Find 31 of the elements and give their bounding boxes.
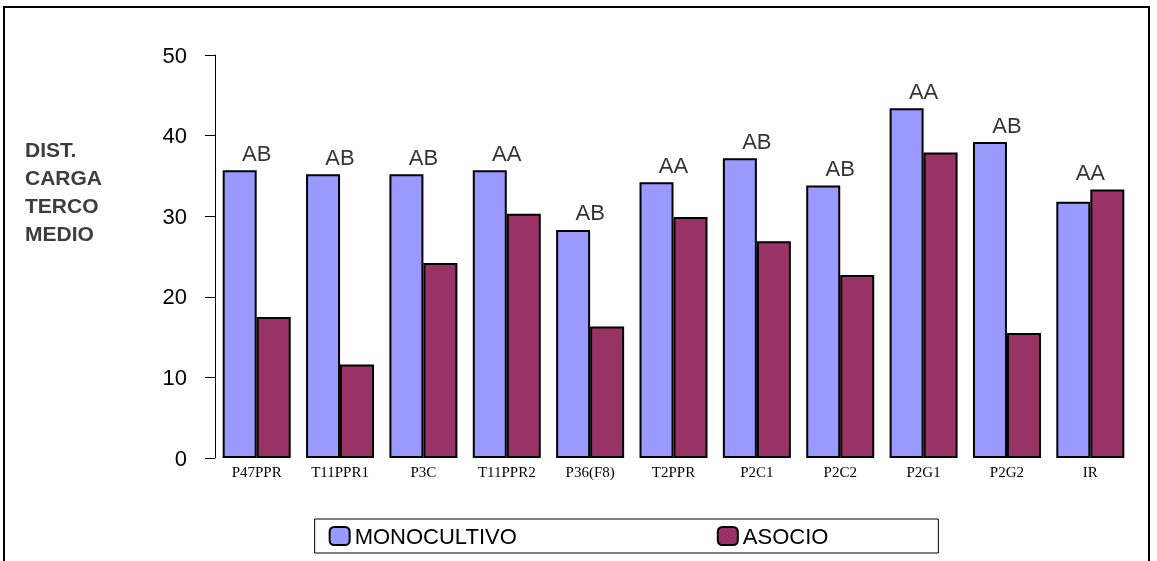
- x-tick-label: IR: [1082, 463, 1098, 480]
- annotation: AB: [575, 200, 605, 226]
- x-tick-label: T11PPR2: [477, 463, 536, 480]
- annotation: AA: [658, 152, 689, 178]
- x-tick-label: T11PPR1: [311, 463, 369, 480]
- annotation: AB: [742, 128, 772, 154]
- x-tick-label: P2C2: [823, 463, 857, 480]
- y-tick-label: 30: [162, 203, 187, 229]
- legend-label: MONOCULTIVO: [354, 523, 517, 549]
- x-tick-label: P36(F8): [565, 463, 615, 481]
- annotation: AA: [908, 78, 939, 104]
- y-tick-label: 50: [162, 42, 187, 68]
- y-tick-label: 20: [162, 284, 187, 310]
- x-tick-label: T2PPR: [651, 463, 696, 480]
- x-tick-label: P2C1: [740, 463, 774, 480]
- x-tick-label: P2G1: [906, 463, 941, 480]
- annotation: AB: [408, 144, 439, 170]
- y-tick-label: 10: [162, 364, 187, 390]
- annotation: AB: [992, 112, 1022, 138]
- x-tick-label: P3C: [410, 463, 437, 480]
- y-tick-label: 0: [174, 445, 187, 471]
- x-tick-label: P47PPR: [231, 463, 282, 480]
- annotation: AB: [242, 140, 272, 166]
- annotation: AA: [1075, 160, 1106, 186]
- annotation: AB: [825, 156, 855, 182]
- annotation: AB: [325, 144, 355, 170]
- y-axis-title: DIST. CARGA TERCO MEDIO: [25, 137, 108, 245]
- x-tick-label: P2G2: [989, 463, 1025, 480]
- y-tick-label: 40: [162, 123, 187, 149]
- legend-label: ASOCIO: [742, 523, 829, 549]
- annotation: AA: [492, 140, 522, 166]
